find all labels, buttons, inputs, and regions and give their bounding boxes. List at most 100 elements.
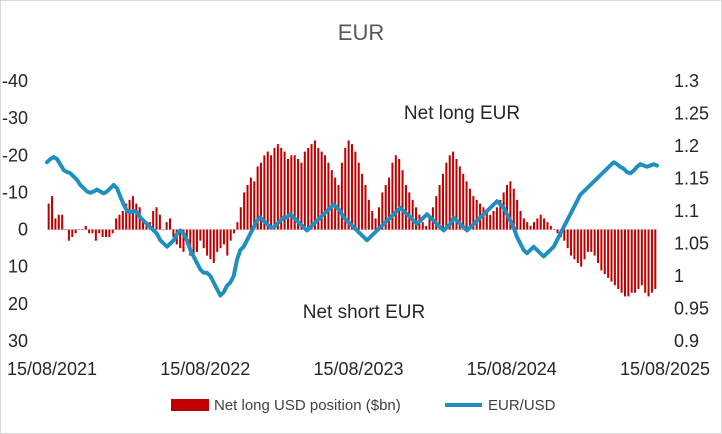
bar xyxy=(206,229,209,256)
bar xyxy=(121,211,124,230)
bar xyxy=(462,173,465,230)
bar xyxy=(104,229,107,237)
bar xyxy=(597,229,600,263)
bar xyxy=(91,229,94,234)
right-axis: 1.3 1.25 1.2 1.15 1.1 1.05 1 0.95 0.9 xyxy=(674,71,709,351)
legend-bar-swatch xyxy=(171,399,209,411)
bar xyxy=(219,229,222,249)
bar xyxy=(398,159,401,230)
bar xyxy=(155,207,158,230)
bar xyxy=(202,229,205,249)
right-tick-label: 1.05 xyxy=(674,234,709,254)
bar xyxy=(583,229,586,260)
bar xyxy=(452,151,455,230)
bar xyxy=(293,155,296,230)
bar xyxy=(573,229,576,260)
bar xyxy=(182,229,185,252)
bar xyxy=(485,211,488,230)
left-tick-label: -40 xyxy=(2,71,28,91)
bar xyxy=(233,229,236,234)
bar xyxy=(226,229,229,256)
bar xyxy=(81,229,84,231)
annotation-net-long: Net long EUR xyxy=(404,103,520,124)
right-tick-label: 1.25 xyxy=(674,104,709,124)
bar xyxy=(307,147,310,230)
bar xyxy=(94,229,97,241)
bar xyxy=(216,229,219,252)
bar xyxy=(563,229,566,241)
bar xyxy=(532,222,535,230)
bar xyxy=(543,218,546,230)
bar xyxy=(78,229,81,231)
bar xyxy=(317,147,320,230)
bar xyxy=(47,203,50,230)
bar xyxy=(142,218,145,230)
right-tick-label: 1.15 xyxy=(674,169,709,189)
bar xyxy=(152,211,155,230)
bar xyxy=(128,199,131,230)
bar xyxy=(590,229,593,252)
bar xyxy=(371,211,374,230)
bar xyxy=(617,229,620,289)
bar xyxy=(408,192,411,230)
bar xyxy=(88,229,91,234)
bar xyxy=(634,229,637,293)
bar xyxy=(270,155,273,230)
bar xyxy=(549,225,552,230)
bar xyxy=(266,151,269,230)
x-tick-label: 15/08/2024 xyxy=(467,359,557,379)
bar xyxy=(249,177,252,230)
bar xyxy=(610,229,613,282)
bar xyxy=(300,162,303,230)
bar xyxy=(259,162,263,230)
bar xyxy=(165,222,168,230)
bar xyxy=(495,207,498,230)
bar xyxy=(428,218,431,230)
bar xyxy=(263,155,266,230)
left-tick-label: 10 xyxy=(8,257,28,277)
bar xyxy=(101,229,104,237)
bar xyxy=(172,229,175,237)
bar xyxy=(475,199,478,230)
x-tick-label: 15/08/2022 xyxy=(160,359,250,379)
bar xyxy=(425,225,428,230)
bar xyxy=(286,159,289,230)
bar xyxy=(586,229,589,252)
bar xyxy=(448,155,451,230)
bar xyxy=(647,229,650,297)
bar xyxy=(650,229,653,293)
bar xyxy=(280,147,283,230)
bar xyxy=(603,229,606,275)
bar xyxy=(546,222,549,230)
bar xyxy=(199,229,202,241)
bar xyxy=(499,199,502,230)
bar xyxy=(303,151,306,230)
bar xyxy=(415,207,418,230)
bar xyxy=(125,203,128,230)
bar xyxy=(421,222,424,230)
bar xyxy=(536,218,539,230)
legend: Net long USD position ($bn) EUR/USD xyxy=(171,397,556,414)
bar xyxy=(627,229,630,297)
bar xyxy=(246,185,249,230)
bar xyxy=(654,229,657,289)
bar xyxy=(111,229,114,234)
bar xyxy=(162,229,165,231)
bar xyxy=(222,229,225,245)
bar xyxy=(455,159,458,230)
bar xyxy=(607,229,610,278)
right-tick-label: 0.9 xyxy=(674,331,699,351)
bar xyxy=(600,229,603,271)
bar xyxy=(441,173,444,230)
left-tick-label: 0 xyxy=(18,220,28,240)
bar xyxy=(179,229,182,249)
bar xyxy=(526,222,529,230)
right-tick-label: 1.1 xyxy=(674,201,699,221)
x-axis: 15/08/2021 15/08/2022 15/08/2023 15/08/2024… xyxy=(7,359,710,379)
bar xyxy=(276,144,279,230)
bar xyxy=(394,155,397,230)
bar xyxy=(381,192,384,230)
bar xyxy=(313,140,316,230)
bar xyxy=(340,162,343,230)
bar xyxy=(192,229,195,260)
